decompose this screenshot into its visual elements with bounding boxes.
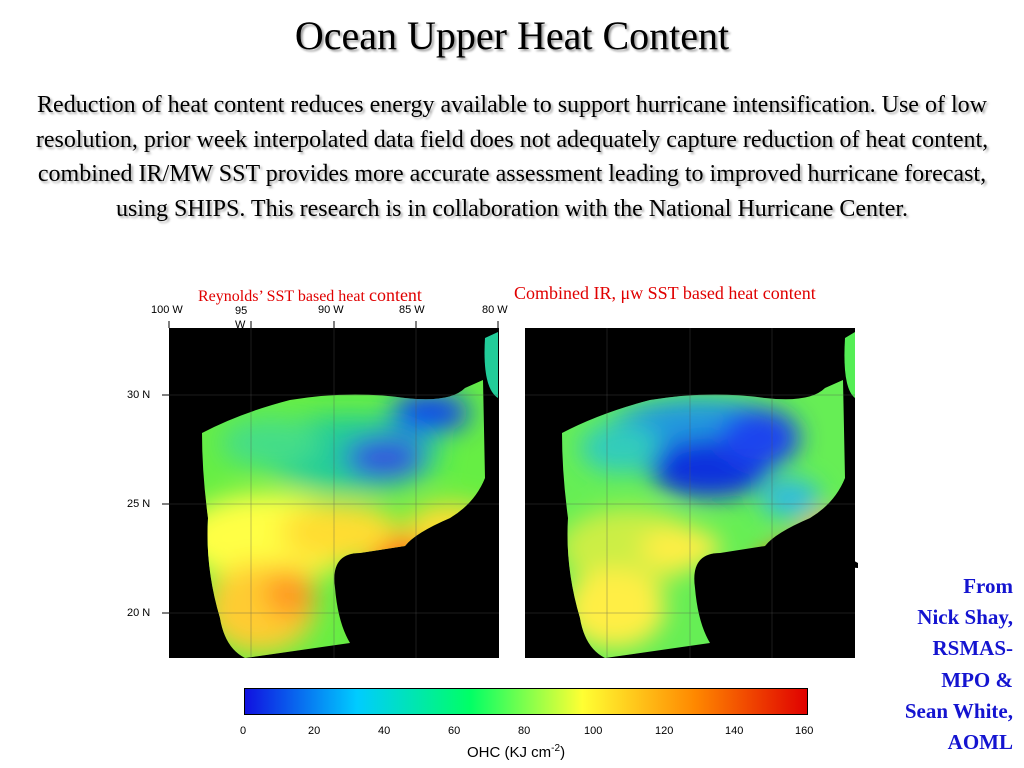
right-map-caption: Combined IR, μw SST based heat content [514,283,816,303]
colorbar-label-exponent: -2 [551,743,561,754]
ohc-colorbar [244,688,808,715]
lon-label-85w: 85 W [399,304,425,316]
colorbar-label-text: OHC (KJ cm [467,744,552,761]
credit-line-6: AOML [947,730,1013,755]
left-map-caption: Reynolds’ SST based heat content [198,285,422,306]
left-caption-suffix: content [368,285,422,305]
combined-ir-mw-heat-content-map [525,328,858,658]
lat-label-30n: 30 N [127,389,151,401]
lon-label-80w: 80 W [482,304,508,316]
colorbar-label-suffix: ) [560,744,566,761]
left-caption-prefix: Reynolds’ SST based heat [198,288,365,305]
lat-label-20n: 20 N [127,607,151,619]
lon-label-95w: 95 W [235,305,248,331]
lat-label-25n: 25 N [127,498,151,510]
reynolds-heat-content-map [162,321,499,658]
lon-label-90w: 90 W [318,304,344,316]
colorbar-tick-40: 40 [378,725,391,737]
credit-line-1: From [963,574,1013,598]
credit-line-4: MPO & [941,667,1013,692]
colorbar-tick-100: 100 [584,725,603,737]
colorbar-tick-140: 140 [725,725,744,737]
credit-line-5: Sean White, [904,698,1013,723]
colorbar-tick-20: 20 [308,725,321,737]
colorbar-tick-160: 160 [795,725,814,737]
colorbar-tick-80: 80 [518,725,531,737]
lon-label-100w: 100 W [151,304,183,316]
colorbar-tick-60: 60 [448,725,461,737]
credit-line-3: RSMAS- [932,636,1013,661]
colorbar-tick-120: 120 [655,725,674,737]
colorbar-label: OHC (KJ cm-2) [467,743,565,761]
credit-block: From Nick Shay, RSMAS- MPO & Sean White,… [905,571,1013,758]
colorbar-tick-0: 0 [240,725,247,737]
credit-line-2: Nick Shay, [917,605,1013,630]
slide-title: Ocean Upper Heat Content [294,13,730,58]
description-paragraph: Reduction of heat content reduces energy… [35,92,989,222]
